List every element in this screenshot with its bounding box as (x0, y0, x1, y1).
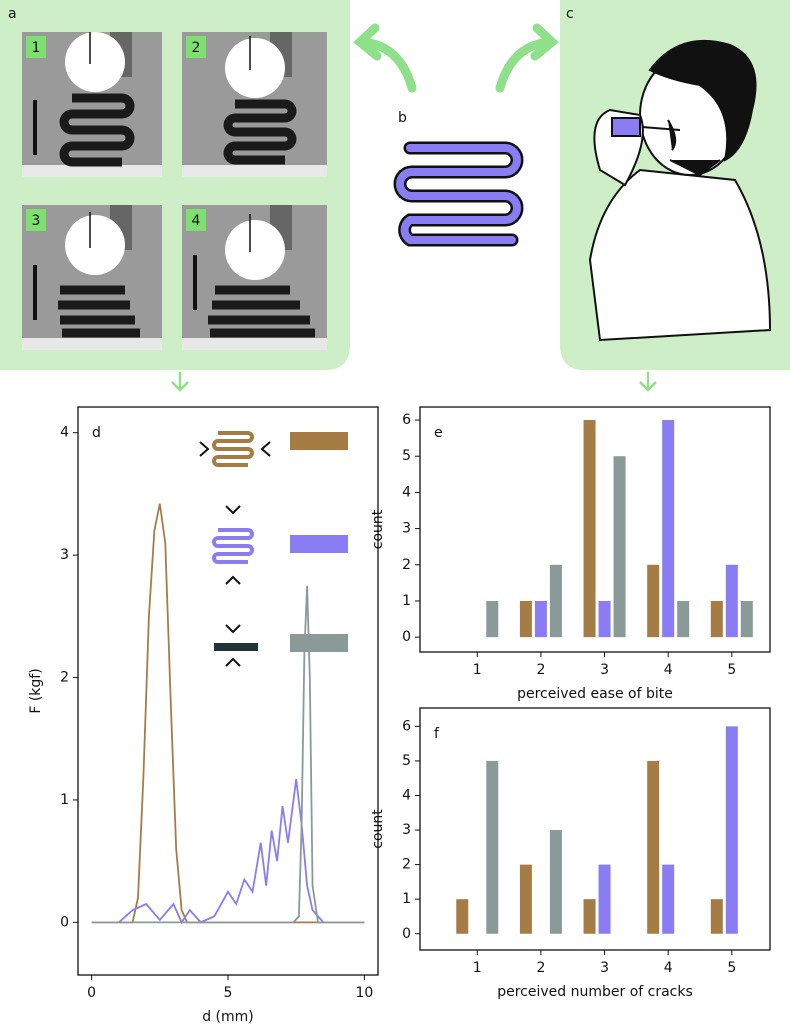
line (118, 779, 325, 925)
frame-label: 2 (192, 40, 201, 56)
legend-swatch (290, 634, 348, 652)
x-tick-label: 0 (87, 985, 96, 1001)
y-tick-label: 3 (402, 822, 411, 838)
y-tick-label: 3 (60, 547, 69, 563)
x-tick-label: 3 (600, 960, 609, 976)
y-tick-label: 2 (60, 670, 69, 686)
bar (725, 726, 738, 934)
bar (486, 600, 499, 638)
y-tick-label: 1 (402, 891, 411, 907)
bar (710, 899, 723, 934)
panel-label: b (398, 110, 407, 126)
legend-swatch (290, 535, 348, 553)
photo (22, 32, 327, 350)
y-tick-label: 4 (60, 425, 69, 441)
bar (662, 864, 675, 934)
bar (725, 564, 738, 638)
y-tick-label: 6 (402, 412, 411, 428)
panel-label: f (434, 726, 440, 742)
y-tick-label: 0 (60, 914, 69, 930)
y-tick-label: 1 (402, 593, 411, 609)
y-tick-label: 6 (402, 718, 411, 734)
bar (583, 420, 596, 638)
y-tick-label: 4 (402, 787, 411, 803)
y-tick-label: 5 (402, 753, 411, 769)
cartoon (588, 39, 772, 342)
bar (677, 600, 690, 638)
bar (486, 760, 499, 934)
y-tick-label: 1 (60, 792, 69, 808)
x-tick-label: 1 (473, 960, 482, 976)
bar (534, 600, 547, 638)
axis-frame (419, 707, 771, 951)
frame-label: 4 (192, 213, 201, 229)
serpentine (393, 141, 524, 247)
x-tick-label: 3 (600, 662, 609, 678)
bar (583, 899, 596, 934)
x-tick-label: 2 (536, 662, 545, 678)
bar (647, 760, 660, 934)
bar (598, 864, 611, 934)
bar (549, 564, 562, 638)
frame-label: 1 (32, 40, 41, 56)
y-tick-label: 2 (402, 857, 411, 873)
bar (519, 600, 532, 638)
x-tick-label: 5 (727, 960, 736, 976)
bar (647, 564, 660, 638)
x-tick-label: 10 (355, 985, 373, 1001)
bar (662, 420, 675, 638)
x-tick-label: 5 (224, 985, 233, 1001)
legend-swatch (290, 432, 348, 450)
bar (710, 600, 723, 638)
y-tick-label: 2 (402, 557, 411, 573)
arrow (171, 372, 657, 392)
y-tick-label: 5 (402, 448, 411, 464)
panel-label: c (566, 6, 574, 22)
x-axis-label: perceived number of cracks (497, 984, 693, 1000)
y-tick-label: 0 (402, 629, 411, 645)
x-tick-label: 4 (664, 662, 673, 678)
line (91, 503, 365, 924)
x-tick-label: 4 (664, 960, 673, 976)
x-axis-label: perceived ease of bite (517, 686, 673, 702)
y-tick-label: 3 (402, 521, 411, 537)
bar (613, 456, 626, 638)
bar (519, 864, 532, 934)
panel-label: a (8, 6, 17, 22)
x-tick-label: 5 (727, 662, 736, 678)
y-tick-label: 0 (402, 926, 411, 942)
x-axis-label: d (mm) (202, 1009, 254, 1024)
bar (740, 600, 753, 638)
frame-label: 3 (32, 213, 41, 229)
y-tick-label: 4 (402, 484, 411, 500)
axis-frame (77, 406, 379, 976)
y-axis-label: count (370, 509, 386, 549)
panel-label: e (434, 425, 443, 441)
bar (549, 830, 562, 934)
panel-label: d (92, 425, 101, 441)
axis-frame (419, 406, 771, 653)
bar (598, 600, 611, 638)
y-axis-label: count (370, 809, 386, 849)
bar (456, 899, 469, 934)
line (91, 585, 365, 924)
y-axis-label: F (kgf) (28, 668, 44, 713)
arrow (353, 23, 559, 93)
x-tick-label: 1 (473, 662, 482, 678)
legend-icon (199, 431, 271, 667)
x-tick-label: 2 (536, 960, 545, 976)
